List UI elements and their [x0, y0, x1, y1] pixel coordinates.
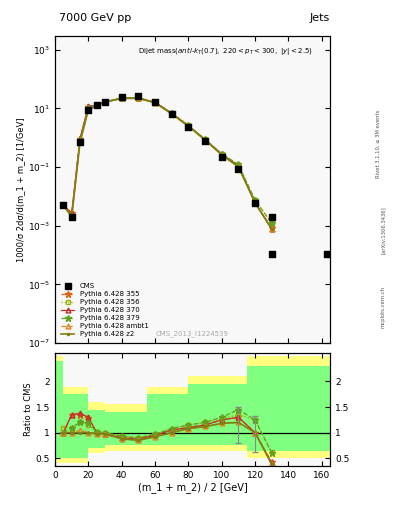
Text: 7000 GeV pp: 7000 GeV pp [59, 13, 131, 23]
Point [252, 199, 258, 207]
Point [60, 201, 66, 209]
Point [77, 138, 83, 146]
Y-axis label: 1000/σ 2dσ/d(m_1 + m_2) [1/GeV]: 1000/σ 2dσ/d(m_1 + m_2) [1/GeV] [16, 117, 25, 262]
Legend: CMS, Pythia 6.428 355, Pythia 6.428 356, Pythia 6.428 370, Pythia 6.428 379, Pyt: CMS, Pythia 6.428 355, Pythia 6.428 356,… [59, 281, 151, 339]
Point [152, 98, 158, 106]
Point [135, 92, 141, 100]
Point [185, 123, 191, 131]
X-axis label: (m_1 + m_2) / 2 [GeV]: (m_1 + m_2) / 2 [GeV] [138, 482, 248, 494]
Point [219, 153, 225, 161]
Text: [arXiv:1306.3436]: [arXiv:1306.3436] [381, 206, 386, 254]
Point [324, 250, 330, 258]
Point [235, 165, 242, 173]
Point [68, 213, 75, 221]
Point [94, 101, 100, 109]
Text: mcplots.cern.ch: mcplots.cern.ch [381, 286, 386, 328]
Y-axis label: Ratio to CMS: Ratio to CMS [24, 383, 33, 436]
Text: Dijet mass$(anti$-$k_T(0.7),\ 220<p_T<300,\ |y|<2.5)$: Dijet mass$(anti$-$k_T(0.7),\ 220<p_T<30… [138, 45, 312, 57]
Point [169, 110, 175, 118]
Text: CMS_2013_I1224539: CMS_2013_I1224539 [156, 330, 229, 337]
Point [269, 213, 275, 221]
Text: Jets: Jets [310, 13, 330, 23]
Point [119, 93, 125, 101]
Point [269, 250, 275, 258]
Text: Rivet 3.1.10, ≥ 3M events: Rivet 3.1.10, ≥ 3M events [376, 109, 380, 178]
Point [102, 98, 108, 106]
Point [85, 105, 92, 114]
Point [202, 137, 208, 145]
